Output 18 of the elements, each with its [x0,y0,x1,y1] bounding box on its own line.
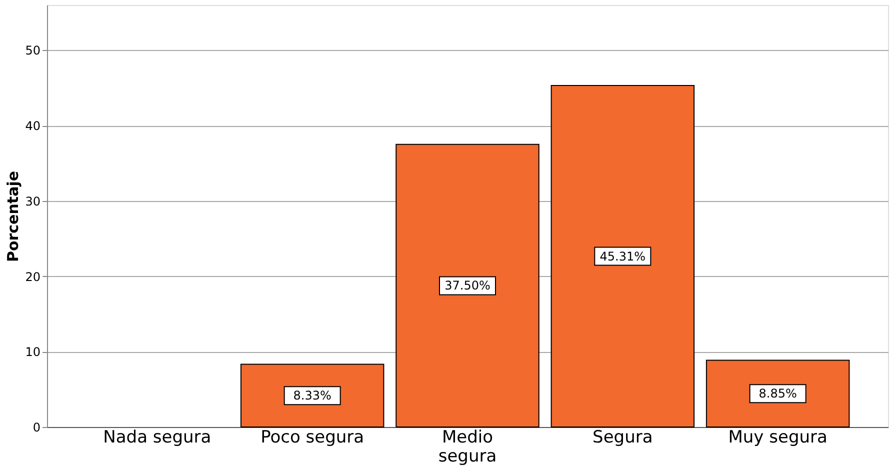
bar [550,85,695,428]
data-label: 45.31% [600,249,646,264]
y-tick-label: 0 [32,420,40,434]
x-tick-label: Nada segura [103,428,212,448]
x-tick-label: Poco segura [260,428,364,448]
y-axis-title: Porcentaje [4,170,22,262]
y-tick-label: 30 [25,194,40,208]
data-label: 8.33% [293,388,332,403]
data-label: 37.50% [444,278,490,293]
data-label: 8.85% [758,386,797,401]
x-tick-label: Segura [592,428,653,448]
bar [396,144,540,428]
x-tick-label: Medio segura [438,428,497,466]
y-tick-label: 10 [25,345,40,360]
y-tick-label: 50 [25,44,40,58]
y-tick-label: 40 [25,119,40,134]
x-tick-label: Muy segura [728,428,828,448]
y-tick-label: 20 [25,270,40,284]
